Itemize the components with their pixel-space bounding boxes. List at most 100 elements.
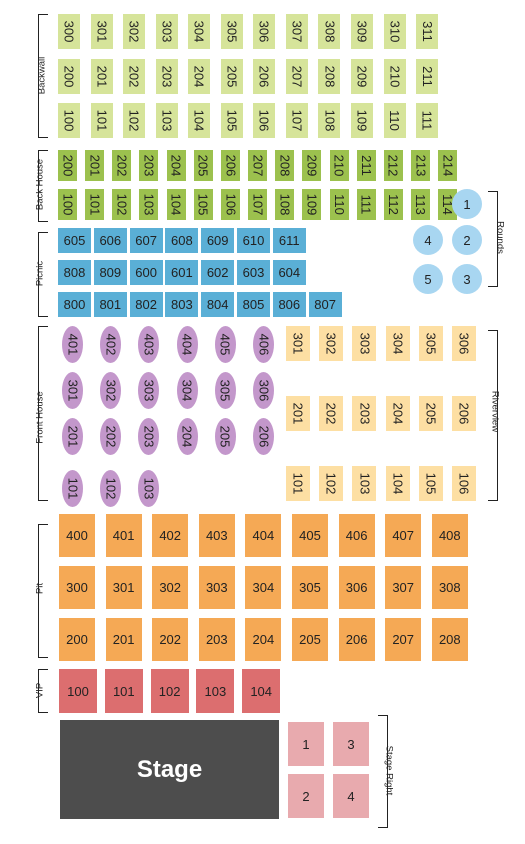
picnic-section-600[interactable]: 600 bbox=[129, 260, 163, 285]
front-house-section-304[interactable]: 304 bbox=[176, 372, 198, 409]
picnic-section-800[interactable]: 800 bbox=[58, 292, 91, 317]
picnic-section-802[interactable]: 802 bbox=[129, 292, 163, 317]
front-house-section-204[interactable]: 204 bbox=[176, 418, 198, 455]
riverview-section-101[interactable]: 101 bbox=[286, 466, 310, 501]
vip-section-102[interactable]: 102 bbox=[150, 669, 189, 713]
pit-section-206[interactable]: 206 bbox=[338, 618, 375, 661]
rounds-section-1[interactable]: 1 bbox=[452, 189, 482, 219]
back-house-section-207[interactable]: 207 bbox=[248, 150, 268, 181]
backwall-section-204[interactable]: 204 bbox=[188, 59, 211, 94]
riverview-section-103[interactable]: 103 bbox=[352, 466, 377, 501]
pit-section-201[interactable]: 201 bbox=[105, 618, 142, 661]
back-house-section-104[interactable]: 104 bbox=[166, 189, 186, 220]
riverview-section-202[interactable]: 202 bbox=[319, 396, 344, 431]
backwall-section-206[interactable]: 206 bbox=[253, 59, 276, 94]
back-house-section-101[interactable]: 101 bbox=[85, 189, 105, 220]
backwall-section-201[interactable]: 201 bbox=[90, 59, 113, 94]
pit-section-400[interactable]: 400 bbox=[59, 514, 95, 557]
pit-section-303[interactable]: 303 bbox=[198, 566, 235, 609]
back-house-section-214[interactable]: 214 bbox=[438, 150, 458, 181]
pit-section-302[interactable]: 302 bbox=[152, 566, 189, 609]
stage-right-section-4[interactable]: 4 bbox=[333, 774, 369, 818]
backwall-section-301[interactable]: 301 bbox=[90, 14, 113, 49]
backwall-section-202[interactable]: 202 bbox=[123, 59, 146, 94]
riverview-section-206[interactable]: 206 bbox=[452, 396, 476, 431]
backwall-section-110[interactable]: 110 bbox=[383, 103, 406, 138]
back-house-section-213[interactable]: 213 bbox=[410, 150, 430, 181]
pit-section-401[interactable]: 401 bbox=[105, 514, 142, 557]
back-house-section-109[interactable]: 109 bbox=[302, 189, 322, 220]
backwall-section-101[interactable]: 101 bbox=[90, 103, 113, 138]
back-house-section-212[interactable]: 212 bbox=[383, 150, 403, 181]
backwall-section-211[interactable]: 211 bbox=[416, 59, 439, 94]
rounds-section-4[interactable]: 4 bbox=[413, 225, 443, 255]
backwall-section-100[interactable]: 100 bbox=[58, 103, 80, 138]
front-house-section-306[interactable]: 306 bbox=[253, 372, 274, 409]
back-house-section-200[interactable]: 200 bbox=[58, 150, 77, 181]
pit-section-300[interactable]: 300 bbox=[59, 566, 95, 609]
pit-section-305[interactable]: 305 bbox=[292, 566, 328, 609]
riverview-section-104[interactable]: 104 bbox=[385, 466, 410, 501]
picnic-section-602[interactable]: 602 bbox=[201, 260, 235, 285]
pit-section-207[interactable]: 207 bbox=[385, 618, 422, 661]
front-house-section-102[interactable]: 102 bbox=[100, 470, 122, 507]
front-house-section-403[interactable]: 403 bbox=[138, 326, 160, 363]
pit-section-204[interactable]: 204 bbox=[245, 618, 282, 661]
riverview-section-106[interactable]: 106 bbox=[452, 466, 476, 501]
stage-right-section-3[interactable]: 3 bbox=[333, 722, 369, 766]
vip-section-101[interactable]: 101 bbox=[104, 669, 143, 713]
riverview-section-203[interactable]: 203 bbox=[352, 396, 377, 431]
backwall-section-108[interactable]: 108 bbox=[318, 103, 341, 138]
backwall-section-210[interactable]: 210 bbox=[383, 59, 406, 94]
picnic-section-603[interactable]: 603 bbox=[237, 260, 270, 285]
backwall-section-311[interactable]: 311 bbox=[416, 14, 439, 49]
picnic-section-801[interactable]: 801 bbox=[93, 292, 127, 317]
back-house-section-111[interactable]: 111 bbox=[356, 189, 376, 220]
backwall-section-104[interactable]: 104 bbox=[188, 103, 211, 138]
picnic-section-610[interactable]: 610 bbox=[237, 228, 270, 253]
back-house-section-107[interactable]: 107 bbox=[248, 189, 268, 220]
back-house-section-105[interactable]: 105 bbox=[193, 189, 213, 220]
front-house-section-206[interactable]: 206 bbox=[253, 418, 274, 455]
pit-section-208[interactable]: 208 bbox=[431, 618, 468, 661]
back-house-section-114[interactable]: 114 bbox=[438, 189, 458, 220]
backwall-section-209[interactable]: 209 bbox=[350, 59, 373, 94]
stage-right-section-2[interactable]: 2 bbox=[288, 774, 324, 818]
back-house-section-208[interactable]: 208 bbox=[275, 150, 295, 181]
vip-section-100[interactable]: 100 bbox=[59, 669, 97, 713]
backwall-section-207[interactable]: 207 bbox=[285, 59, 308, 94]
picnic-section-809[interactable]: 809 bbox=[93, 260, 127, 285]
picnic-section-608[interactable]: 608 bbox=[165, 228, 199, 253]
front-house-section-201[interactable]: 201 bbox=[62, 418, 83, 455]
riverview-section-306[interactable]: 306 bbox=[452, 326, 476, 361]
pit-section-402[interactable]: 402 bbox=[152, 514, 189, 557]
backwall-section-307[interactable]: 307 bbox=[285, 14, 308, 49]
riverview-section-205[interactable]: 205 bbox=[418, 396, 443, 431]
stage-right-section-1[interactable]: 1 bbox=[288, 722, 324, 766]
front-house-section-303[interactable]: 303 bbox=[138, 372, 160, 409]
rounds-section-3[interactable]: 3 bbox=[452, 264, 482, 294]
riverview-section-102[interactable]: 102 bbox=[319, 466, 344, 501]
pit-section-205[interactable]: 205 bbox=[292, 618, 328, 661]
picnic-section-604[interactable]: 604 bbox=[272, 260, 306, 285]
picnic-section-601[interactable]: 601 bbox=[165, 260, 199, 285]
back-house-section-112[interactable]: 112 bbox=[383, 189, 403, 220]
riverview-section-302[interactable]: 302 bbox=[319, 326, 344, 361]
back-house-section-201[interactable]: 201 bbox=[85, 150, 105, 181]
riverview-section-305[interactable]: 305 bbox=[418, 326, 443, 361]
front-house-section-305[interactable]: 305 bbox=[214, 372, 236, 409]
backwall-section-107[interactable]: 107 bbox=[285, 103, 308, 138]
pit-section-307[interactable]: 307 bbox=[385, 566, 422, 609]
backwall-section-105[interactable]: 105 bbox=[220, 103, 243, 138]
backwall-section-306[interactable]: 306 bbox=[253, 14, 276, 49]
vip-section-103[interactable]: 103 bbox=[196, 669, 235, 713]
front-house-section-402[interactable]: 402 bbox=[100, 326, 122, 363]
rounds-section-2[interactable]: 2 bbox=[452, 225, 482, 255]
back-house-section-108[interactable]: 108 bbox=[275, 189, 295, 220]
pit-section-407[interactable]: 407 bbox=[385, 514, 422, 557]
front-house-section-301[interactable]: 301 bbox=[62, 372, 83, 409]
picnic-section-807[interactable]: 807 bbox=[308, 292, 342, 317]
backwall-section-305[interactable]: 305 bbox=[220, 14, 243, 49]
backwall-section-208[interactable]: 208 bbox=[318, 59, 341, 94]
riverview-section-304[interactable]: 304 bbox=[385, 326, 410, 361]
